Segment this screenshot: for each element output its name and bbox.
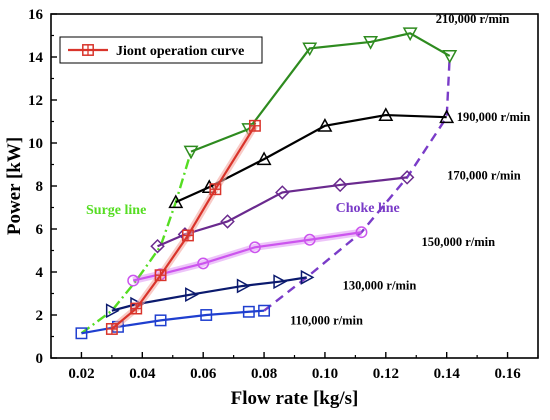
x-tick-label-0: 0.02 [68,366,94,382]
boundary-line-1 [263,55,451,312]
speed-label-2: 150,000 r/min [421,235,495,249]
x-tick-label-6: 0.14 [434,366,461,382]
y-tick-label-6: 12 [28,93,43,109]
x-tick-label-7: 0.16 [494,366,521,382]
series-6-point-3 [182,229,194,242]
speed-label-1: 130,000 r/min [343,278,417,292]
y-axis-title: Power [kW] [4,137,25,235]
x-axis-title: Flow rate [kg/s] [231,388,359,409]
series-5-point-3 [363,36,379,50]
y-tick-label-4: 8 [36,179,44,195]
series-4-point-1 [201,179,217,194]
series-4-point-2 [256,151,272,166]
series-5-point-4 [402,27,418,42]
series-1-point-0 [105,303,120,319]
series-5-point-0 [183,145,199,160]
series-3-point-0 [150,238,165,254]
plot-content [75,27,458,340]
series-2-point-3 [248,241,261,254]
series-5-point-5 [442,49,458,64]
y-tick-label-2: 4 [36,265,44,281]
y-tick-label-7: 14 [28,50,44,66]
y-tick-label-8: 16 [28,7,44,23]
series-6-point-2 [154,269,167,282]
speed-label-3: 170,000 r/min [447,168,521,182]
series-line-5 [190,32,451,153]
series-2-point-5 [355,226,368,239]
series-4-point-0 [168,194,184,209]
series-line-0 [81,309,265,335]
series-2-point-0 [127,274,140,287]
series-2-point-4 [303,233,316,246]
speed-label-5: 210,000 r/min [436,12,510,26]
series-2-point-2 [197,257,210,270]
legend: Jiont operation curve [59,36,263,64]
series-5-point-2 [302,42,318,57]
series-6-point-5 [248,119,261,132]
series-0-point-2 [154,314,167,327]
series-6-point-0 [105,323,118,335]
series-3-point-4 [332,177,348,193]
series-0-point-5 [258,304,271,317]
y-tick-label-5: 10 [28,136,43,152]
y-tick-label-0: 0 [36,351,44,367]
series-3-point-5 [399,170,415,185]
boundary-label-0: Surge line [86,203,146,218]
series-0-point-0 [75,327,88,340]
series-6-point-1 [130,302,143,315]
series-6-point-4 [209,183,222,196]
series-0-point-4 [242,305,255,318]
series-1-point-5 [300,269,315,285]
boundary-label-1: Choke line [336,201,400,216]
labels: 110,000 r/min 130,000 r/min 150,000 r/min 1… [86,12,530,328]
boundary-line-0 [80,151,193,335]
series-3-point-2 [220,214,235,229]
series-line-6 [111,125,256,330]
series-1-point-3 [236,278,251,294]
series-0-point-3 [200,309,213,321]
axes: 0.02 0.04 0.06 0.08 0.10 0.12 0.14 0.16 0 2 4 6 8 10 1… [4,7,539,409]
series-1-point-2 [185,287,199,303]
speed-label-0: 110,000 r/min [290,314,363,328]
series-4-point-4 [378,107,394,121]
legend-marker [82,44,94,56]
x-tick-label-4: 0.10 [312,366,338,382]
x-tick-label-5: 0.12 [373,366,399,382]
series-3-point-3 [275,185,290,200]
x-tick-label-2: 0.06 [190,366,217,382]
y-tick-label-1: 2 [36,308,44,324]
y-tick-label-3: 6 [36,222,44,238]
series-4-point-5 [439,109,455,124]
speed-label-4: 190,000 r/min [457,110,531,124]
legend-label: Jiont operation curve [116,44,244,59]
x-tick-label-3: 0.08 [251,366,277,382]
series-1-point-4 [273,274,288,290]
x-tick-label-1: 0.04 [129,366,156,382]
series-4-point-3 [317,118,333,132]
